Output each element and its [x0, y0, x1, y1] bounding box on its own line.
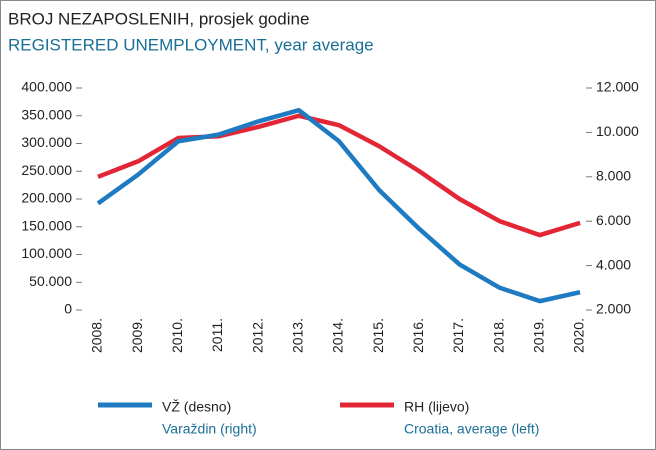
y2-tick-label: 10.000 [596, 123, 639, 139]
x-tick-label: 2019. [531, 318, 547, 353]
x-tick-label: 2016. [410, 318, 426, 353]
x-tick-label: 2011. [209, 318, 225, 352]
legend-sublabel: Croatia, average (left) [404, 421, 539, 437]
y2-tick-label: 4.000 [596, 256, 631, 272]
chart-title: BROJ NEZAPOSLENIH, prosjek godine [8, 9, 309, 28]
y-tick-label: 250.000 [21, 162, 72, 178]
y-tick-label: 0 [64, 301, 72, 317]
x-tick-label: 2012. [249, 318, 265, 353]
x-tick-label: 2013. [290, 318, 306, 353]
legend-label: RH (lijevo) [404, 399, 469, 415]
chart-subtitle: REGISTERED UNEMPLOYMENT, year average [8, 35, 374, 54]
x-tick-label: 2014. [330, 318, 346, 353]
legend-sublabel: Varaždin (right) [162, 421, 257, 437]
y-tick-label: 350.000 [21, 106, 72, 122]
y-tick-label: 100.000 [21, 245, 72, 261]
x-tick-label: 2018. [490, 318, 506, 353]
y-tick-label: 150.000 [21, 217, 72, 233]
y2-tick-label: 8.000 [596, 168, 631, 184]
y2-tick-label: 12.000 [596, 79, 639, 95]
x-tick-label: 2020. [571, 318, 587, 353]
x-tick-label: 2010. [169, 318, 185, 353]
y-tick-label: 200.000 [21, 190, 72, 206]
series-line [96, 107, 581, 304]
legend-label: VŽ (desno) [162, 399, 231, 415]
y-tick-label: 400.000 [21, 79, 72, 95]
y-tick-label: 50.000 [29, 273, 72, 289]
y-tick-label: 300.000 [21, 134, 72, 150]
series-line [97, 113, 581, 238]
x-tick-label: 2015. [370, 318, 386, 353]
x-tick-label: 2017. [450, 318, 466, 353]
x-tick-label: 2008. [89, 318, 105, 353]
y2-tick-label: 2.000 [596, 301, 631, 317]
y2-tick-label: 6.000 [596, 212, 631, 228]
x-tick-label: 2009. [129, 318, 145, 353]
